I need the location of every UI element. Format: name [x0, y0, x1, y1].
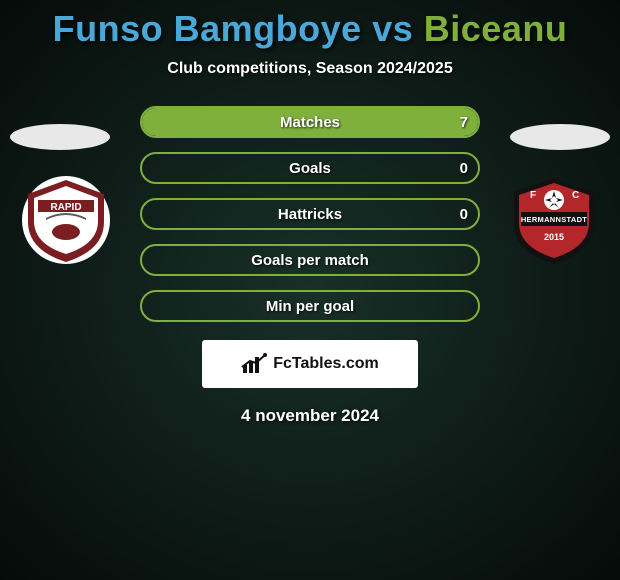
stat-label: Goals per match [251, 252, 369, 269]
player1-name: Funso Bamgboye [53, 8, 362, 49]
subtitle: Club competitions, Season 2024/2025 [0, 60, 620, 78]
stat-label: Goals [289, 160, 331, 177]
page-title: Funso Bamgboye vs Biceanu [0, 0, 620, 50]
stat-value-right: 0 [460, 206, 468, 223]
branding-text: FcTables.com [273, 355, 379, 373]
chart-icon [241, 353, 267, 375]
stat-label: Min per goal [266, 298, 354, 315]
stats-section: Matches 7 Goals 0 Hattricks 0 Goals per match M… [0, 106, 620, 426]
stat-row: Min per goal [140, 290, 480, 322]
stat-value-right: 7 [460, 114, 468, 131]
stat-row: Matches 7 [140, 106, 480, 138]
date-text: 4 november 2024 [0, 406, 620, 426]
stat-row: Goals per match [140, 244, 480, 276]
stat-label: Hattricks [278, 206, 342, 223]
stat-value-right: 0 [460, 160, 468, 177]
branding-box: FcTables.com [202, 340, 418, 388]
stat-row: Hattricks 0 [140, 198, 480, 230]
player2-name: Biceanu [424, 8, 568, 49]
vs-text: vs [372, 8, 413, 49]
stat-label: Matches [280, 114, 340, 131]
stat-row: Goals 0 [140, 152, 480, 184]
